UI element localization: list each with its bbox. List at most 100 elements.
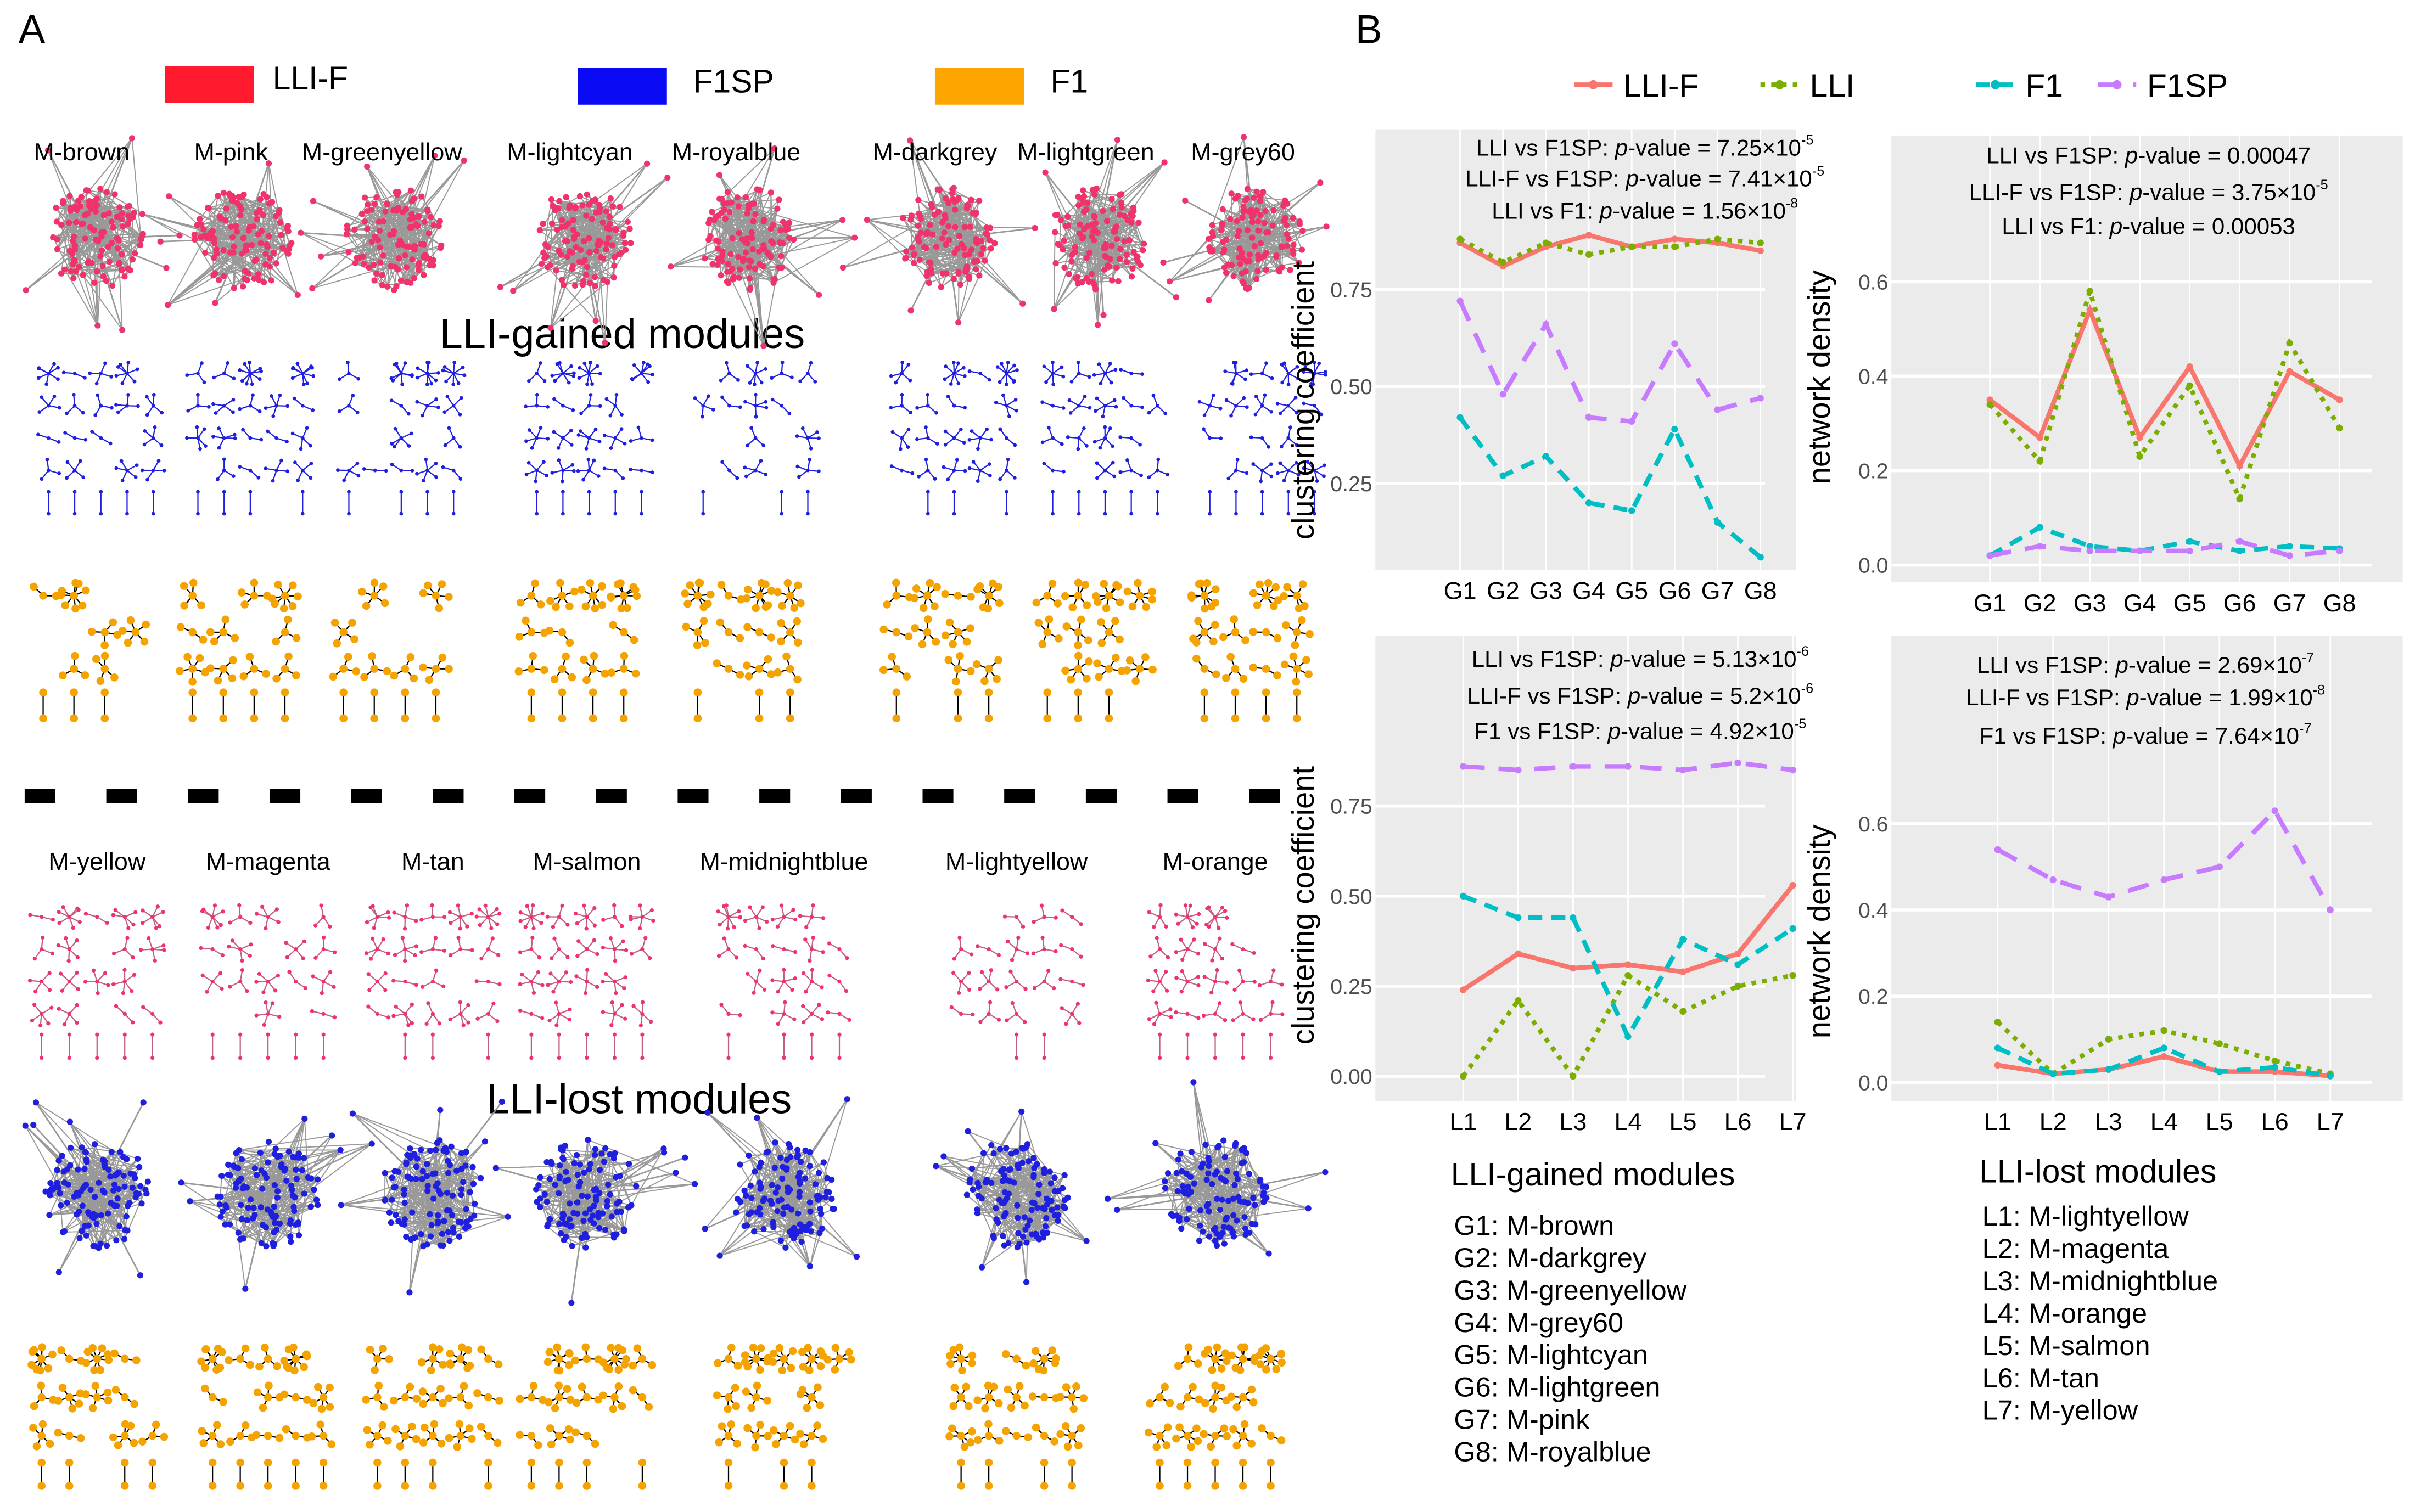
y-tick-label: 0.6 bbox=[1858, 270, 1889, 294]
p-value-annotation: LLI-F vs F1SP: p-value = 5.2×10-6 bbox=[1467, 681, 1814, 709]
data-point-f1 bbox=[1543, 453, 1549, 459]
data-point-f1 bbox=[2105, 1066, 2112, 1073]
network-m-pink-f1 bbox=[176, 579, 302, 723]
data-point-lli bbox=[1456, 235, 1463, 242]
x-tick-label: G7 bbox=[2273, 589, 2306, 617]
x-tick-label: G5 bbox=[2173, 589, 2206, 617]
p-value-annotation: LLI-F vs F1SP: p-value = 3.75×10-5 bbox=[1969, 177, 2328, 205]
network-m-tan-f1 bbox=[362, 1343, 503, 1489]
p-value-annotation: LLI vs F1SP: p-value = 0.00047 bbox=[1986, 142, 2311, 168]
network-m-lightyellow-f1sp bbox=[933, 1109, 1089, 1285]
x-tick-label: G2 bbox=[1487, 576, 1520, 604]
data-point-lli-f bbox=[2336, 396, 2343, 403]
x-tick-label: G4 bbox=[2123, 589, 2156, 617]
data-point-f1 bbox=[1624, 1033, 1631, 1040]
x-tick-label: L1 bbox=[1449, 1108, 1477, 1136]
data-point-f1 bbox=[1734, 961, 1741, 968]
data-point-f1sp bbox=[1671, 340, 1678, 347]
y-tick-label: 0.75 bbox=[1330, 795, 1372, 819]
y-tick-label: 0.50 bbox=[1330, 885, 1372, 909]
x-tick-label: L5 bbox=[1669, 1108, 1697, 1136]
data-point-f1 bbox=[2286, 543, 2293, 549]
p-value-annotation: F1 vs F1SP: p-value = 4.92×10-5 bbox=[1474, 716, 1806, 744]
data-point-f1 bbox=[1515, 914, 1521, 921]
data-point-lli-f bbox=[2037, 434, 2043, 441]
data-point-lli-f bbox=[1789, 882, 1796, 889]
data-point-f1sp bbox=[1714, 406, 1721, 413]
network-m-salmon-f1 bbox=[516, 1343, 656, 1489]
gained-list-item: G1: M-brown bbox=[1454, 1210, 1686, 1243]
x-tick-label: L4 bbox=[1614, 1108, 1641, 1136]
network-m-yellow-f1sp bbox=[23, 1099, 151, 1278]
y-axis-title: clustering coefficient bbox=[1286, 766, 1320, 1045]
data-point-f1sp bbox=[1515, 767, 1521, 773]
network-m-darkgrey-f1 bbox=[879, 579, 1004, 723]
data-point-lli-f bbox=[1734, 951, 1741, 957]
x-tick-label: L7 bbox=[1779, 1108, 1807, 1136]
data-point-lli bbox=[2286, 340, 2293, 346]
network-m-lightyellow-f1 bbox=[945, 1344, 1088, 1490]
gained-list-item: G4: M-grey60 bbox=[1454, 1307, 1686, 1340]
module-label: M-lightgreen bbox=[1017, 140, 1155, 167]
legend-item-lli: LLI bbox=[1761, 69, 1855, 104]
data-point-lli-f bbox=[1757, 248, 1764, 254]
network-m-midnightblue-f1 bbox=[713, 1344, 855, 1490]
data-point-f1 bbox=[1679, 936, 1686, 942]
data-point-f1sp bbox=[2327, 907, 2334, 913]
data-point-lli bbox=[2272, 1058, 2278, 1064]
data-point-f1 bbox=[2037, 524, 2043, 531]
data-point-f1 bbox=[1628, 507, 1635, 514]
data-point-f1 bbox=[1500, 473, 1506, 479]
data-point-f1sp bbox=[2105, 893, 2112, 900]
network-m-lightyellow-llif bbox=[950, 903, 1085, 1060]
network-m-midnightblue-llif bbox=[716, 903, 851, 1060]
data-point-f1sp bbox=[1757, 395, 1764, 401]
data-point-lli bbox=[1628, 243, 1635, 250]
x-tick-label: G3 bbox=[2074, 589, 2106, 617]
data-point-f1 bbox=[1757, 554, 1764, 560]
lost-list-item: L1: M-lightyellow bbox=[1982, 1201, 2218, 1233]
network-m-yellow-llif bbox=[28, 904, 166, 1060]
network-m-royalblue-llif bbox=[668, 145, 858, 349]
data-point-f1 bbox=[1789, 925, 1796, 932]
y-tick-label: 0.00 bbox=[1330, 1065, 1372, 1089]
data-point-f1 bbox=[2327, 1072, 2334, 1079]
p-value-annotation: LLI vs F1: p-value = 1.56×10-8 bbox=[1492, 196, 1798, 224]
y-axis-title: network density bbox=[1802, 270, 1836, 484]
data-point-f1sp bbox=[1628, 418, 1635, 425]
data-point-lli bbox=[1734, 983, 1741, 990]
x-tick-label: G8 bbox=[1744, 576, 1777, 604]
y-tick-label: 0.25 bbox=[1330, 472, 1372, 496]
network-m-magenta-llif bbox=[199, 903, 337, 1060]
data-point-lli-f bbox=[2286, 368, 2293, 375]
gained-list-item: G6: M-lightgreen bbox=[1454, 1372, 1686, 1404]
data-point-lli bbox=[2186, 382, 2193, 389]
network-m-yellow-f1 bbox=[27, 1343, 168, 1489]
x-tick-label: G7 bbox=[1701, 576, 1734, 604]
y-tick-label: 0.0 bbox=[1858, 1071, 1889, 1095]
data-point-lli bbox=[2336, 425, 2343, 431]
module-label: M-lightcyan bbox=[507, 140, 633, 167]
network-m-pink-llif bbox=[139, 160, 301, 308]
x-tick-label: L2 bbox=[2039, 1108, 2067, 1136]
data-point-f1 bbox=[1671, 426, 1678, 432]
p-value-annotation: LLI vs F1SP: p-value = 5.13×10-6 bbox=[1472, 644, 1809, 672]
data-point-f1sp bbox=[1679, 767, 1686, 773]
lost-list-item: L3: M-midnightblue bbox=[1982, 1266, 2218, 1298]
network-m-lightcyan-f1 bbox=[515, 579, 641, 722]
x-tick-label: G3 bbox=[1529, 576, 1562, 604]
module-label: M-greenyellow bbox=[302, 140, 462, 167]
data-point-lli bbox=[1515, 997, 1521, 1004]
data-point-f1sp bbox=[1456, 297, 1463, 304]
x-tick-label: G1 bbox=[1444, 576, 1477, 604]
data-point-f1sp bbox=[2037, 543, 2043, 549]
lost-list-item: L7: M-yellow bbox=[1982, 1395, 2218, 1427]
y-tick-label: 0.2 bbox=[1858, 459, 1889, 484]
network-m-lightgreen-f1sp bbox=[1040, 361, 1169, 515]
gained-list-title: LLI-gained modules bbox=[1451, 1158, 1735, 1195]
module-label: M-brown bbox=[33, 140, 130, 167]
